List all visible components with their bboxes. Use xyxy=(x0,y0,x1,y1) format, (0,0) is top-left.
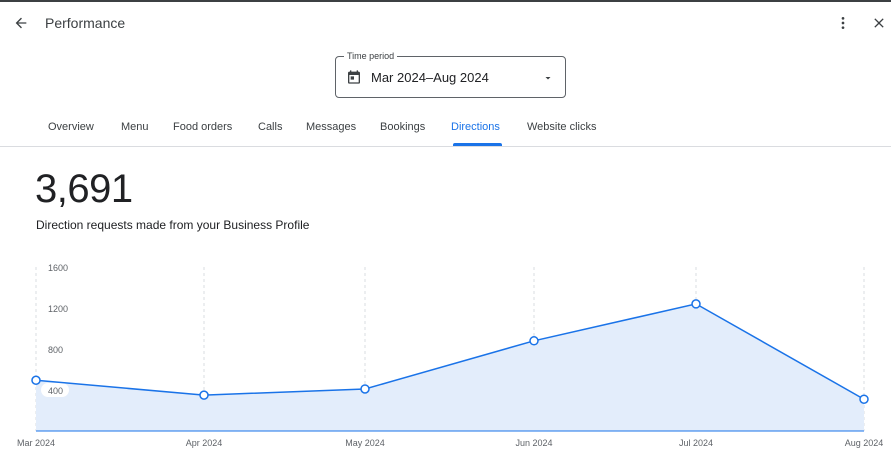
ytick-label: 1200 xyxy=(48,304,68,314)
ytick-label: 1600 xyxy=(48,263,68,273)
close-icon xyxy=(874,18,884,28)
ytick-label-bg xyxy=(41,383,69,397)
active-tab-indicator xyxy=(453,143,502,146)
ytick-label: 800 xyxy=(48,345,63,355)
tab-calls[interactable]: Calls xyxy=(258,121,283,133)
arrow-back-icon xyxy=(15,17,27,29)
calendar-icon xyxy=(348,70,360,84)
close-button[interactable] xyxy=(868,12,890,34)
directions-chart: 400 800 1200 1600 Mar 2024 Apr 2024 May 2024 Ju… xyxy=(0,250,891,472)
xtick-label: Aug 2024 xyxy=(845,438,884,448)
xtick-label: Jul 2024 xyxy=(679,438,713,448)
data-point xyxy=(859,394,869,404)
dropdown-arrow-icon xyxy=(545,77,551,80)
area-fill xyxy=(36,303,864,431)
tab-menu[interactable]: Menu xyxy=(121,121,149,133)
tab-bar: Overview Menu Food orders Calls Messages… xyxy=(0,112,891,147)
header: Performance xyxy=(0,2,891,44)
chart-svg: 400 800 1200 1600 Mar 2024 Apr 2024 May 2024 Ju… xyxy=(17,263,884,448)
series-line xyxy=(35,303,865,400)
back-button[interactable] xyxy=(10,12,32,34)
metric-description: Direction requests made from your Busine… xyxy=(36,218,310,232)
time-period-label: Time period xyxy=(344,50,398,62)
data-point xyxy=(199,390,209,400)
data-point xyxy=(360,384,370,394)
data-point xyxy=(691,299,701,309)
page-title: Performance xyxy=(45,15,126,31)
tab-messages[interactable]: Messages xyxy=(306,121,357,133)
data-point xyxy=(529,336,539,346)
xtick-label: May 2024 xyxy=(345,438,385,448)
xtick-label: Mar 2024 xyxy=(17,438,55,448)
more-options-button[interactable] xyxy=(833,12,853,34)
tab-bookings[interactable]: Bookings xyxy=(380,121,426,133)
tab-food-orders[interactable]: Food orders xyxy=(173,121,233,133)
xtick-label: Apr 2024 xyxy=(186,438,223,448)
time-period-value: Mar 2024–Aug 2024 xyxy=(371,70,489,85)
xtick-label: Jun 2024 xyxy=(515,438,552,448)
ytick-label: 400 xyxy=(48,386,63,396)
more-vert-icon xyxy=(841,17,845,29)
time-period-select[interactable]: Time period Mar 2024–Aug 2024 xyxy=(335,50,566,98)
total-directions-count: 3,691 xyxy=(35,167,133,211)
tab-website-clicks[interactable]: Website clicks xyxy=(527,121,597,133)
window-top-border xyxy=(0,0,891,2)
tab-directions[interactable]: Directions xyxy=(451,121,500,133)
data-point xyxy=(31,375,41,386)
tab-overview[interactable]: Overview xyxy=(48,121,94,133)
